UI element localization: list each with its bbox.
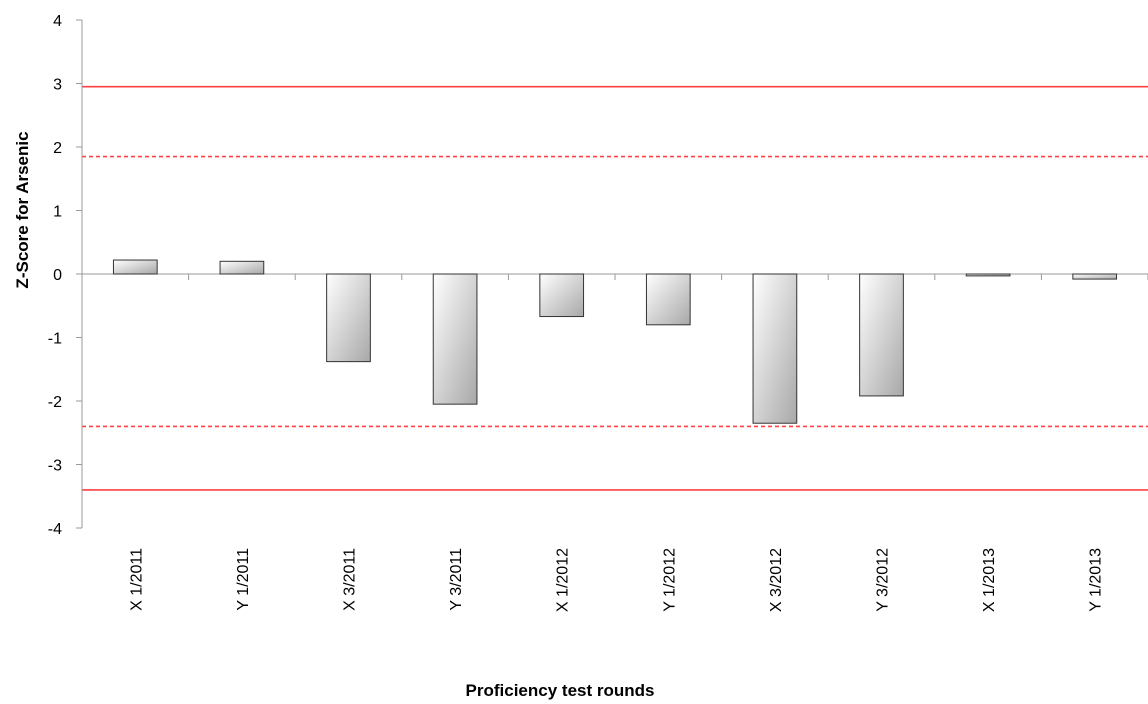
x-tick-label: Y 1/2013 (1088, 548, 1105, 612)
x-axis: X 1/2011 Y 1/2011 X 3/2011 Y 3/2011 X 1/2012… (81, 273, 1148, 612)
bar (965, 273, 1011, 277)
reference-lines (82, 85, 1148, 491)
y-tick-label: -2 (48, 394, 62, 411)
x-tick-label: X 1/2012 (555, 548, 572, 612)
bar (539, 273, 585, 318)
y-tick-label: 0 (53, 267, 62, 284)
y-tick-label: 4 (53, 13, 62, 30)
y-tick-label: -3 (48, 458, 62, 475)
x-tick-label: X 3/2011 (342, 548, 359, 611)
x-tick-label: X 3/2012 (768, 548, 785, 612)
y-axis-title: Z-Score for Arsenic (13, 131, 32, 288)
y-tick-label: 2 (53, 140, 62, 157)
x-tick-label: X 1/2011 (128, 548, 145, 611)
bar (859, 273, 904, 397)
x-tick-label: Y 3/2012 (875, 548, 892, 612)
bar (432, 273, 478, 405)
bar (752, 273, 798, 424)
y-tick-label: 1 (53, 204, 62, 221)
y-tick-label: -4 (48, 521, 62, 538)
bar (645, 273, 691, 326)
x-axis-title: Proficiency test rounds (466, 681, 655, 700)
y-tick-label: -1 (48, 331, 62, 348)
y-axis: 4 3 2 1 0 -1 -2 -3 -4 (48, 13, 83, 538)
x-tick-label: X 1/2013 (981, 548, 998, 612)
x-tick-label: Y 1/2012 (661, 548, 678, 612)
y-tick-label: 3 (53, 77, 62, 94)
bars (112, 259, 1118, 424)
bar (326, 273, 371, 363)
bar (219, 260, 265, 275)
bar (112, 259, 158, 275)
x-tick-label: Y 1/2011 (235, 548, 252, 611)
bar (1072, 273, 1118, 280)
x-tick-label: Y 3/2011 (448, 548, 465, 611)
